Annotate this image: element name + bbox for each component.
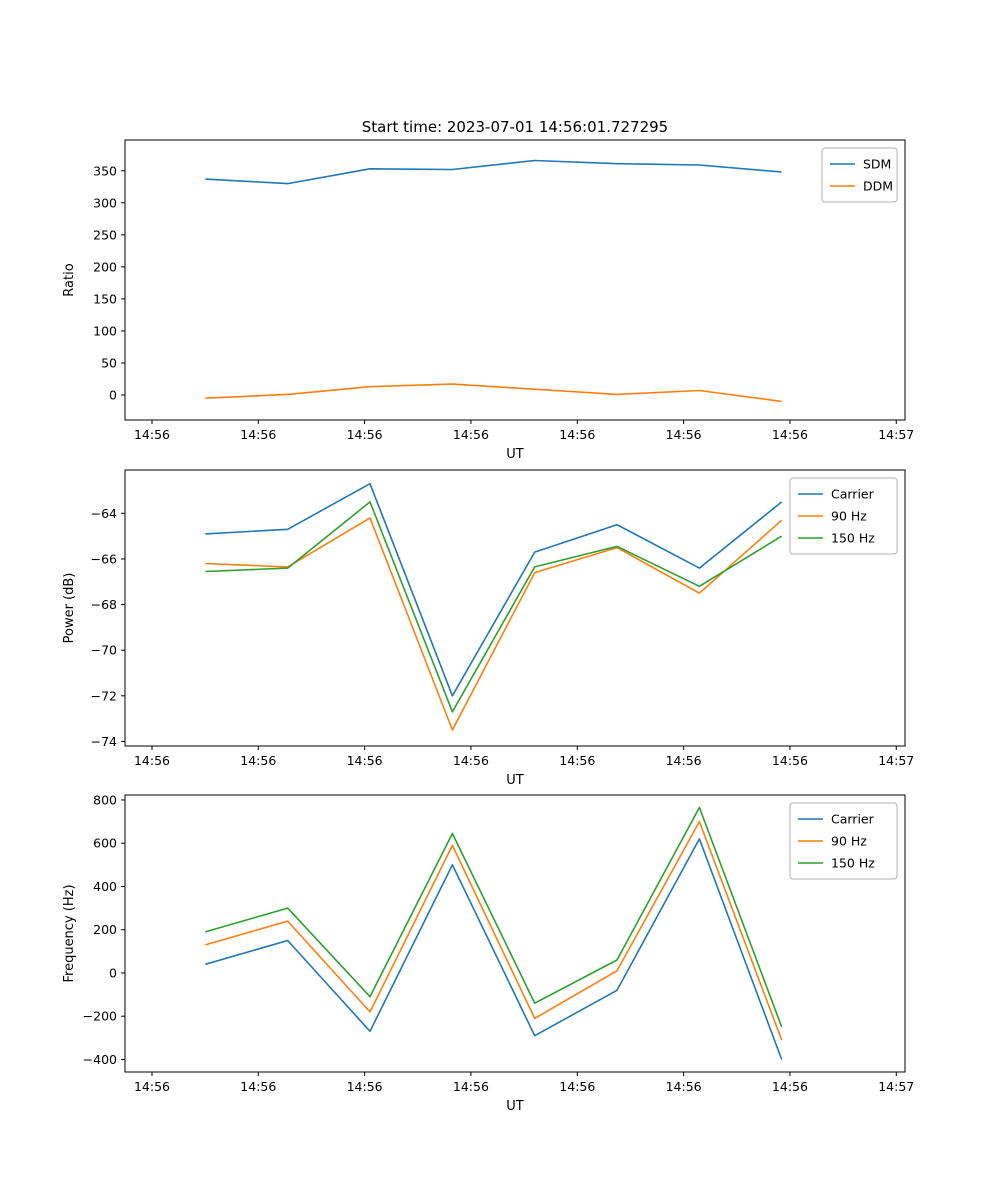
y-axis-label: Ratio [62,263,77,296]
legend: Carrier 90 Hz 150 Hz [789,802,898,880]
y-tick-label: −72 [91,688,117,703]
legend-box [789,477,898,555]
subplot-2: −74 −72 −70 −68 −66 −64 14:56 14:56 14:56 14:56 14… [62,469,914,788]
legend-box [789,802,898,880]
subplots: 0 50 100 150 200 250 300 350 14:56 14:56 14:56 14:5… [62,139,914,1114]
x-tick-label: 14:56 [772,1079,808,1094]
series-line-150-hz [205,806,783,1028]
x-tick-label: 14:56 [240,753,276,768]
x-tick-label: 14:56 [772,753,808,768]
x-tick-label: 14:57 [878,427,914,442]
legend-label: 90 Hz [831,834,867,849]
x-tick-label: 14:56 [347,1079,383,1094]
x-tick-label: 14:57 [878,1079,914,1094]
y-tick-label: 800 [93,792,117,807]
x-tick-label: 14:56 [453,1079,489,1094]
y-axis-label: Power (dB) [62,573,77,644]
x-tick-label: 14:56 [347,427,383,442]
series-line-ddm [205,383,782,403]
y-tick-label: 50 [101,355,117,370]
subplot-1: 0 50 100 150 200 250 300 350 14:56 14:56 14:56 14:5… [62,139,914,462]
x-tick-label: 14:56 [666,427,702,442]
y-tick-label: 300 [93,195,117,210]
x-axis-label: UT [506,1099,524,1114]
y-tick-label: 200 [93,922,117,937]
axes-frame [124,469,906,747]
legend-label: 150 Hz [831,856,875,871]
legend-box [821,147,898,203]
x-tick-label: 14:56 [772,427,808,442]
series-line-150-hz [205,501,783,713]
axes-frame [124,794,906,1073]
series-line-90-hz [205,820,783,1041]
subplot-3: −400 −200 0 200 400 600 800 14:56 14:56 14:56 14:5… [62,792,914,1114]
legend: Carrier 90 Hz 150 Hz [789,477,898,555]
series-line-carrier [205,838,783,1060]
y-tick-label: 400 [93,879,117,894]
y-tick-label: 200 [93,259,117,274]
x-tick-label: 14:56 [453,427,489,442]
legend-label: Carrier [831,487,875,502]
x-tick-label: 14:56 [666,1079,702,1094]
x-axis-label: UT [506,773,524,788]
series-line-90-hz [205,517,783,731]
legend: SDM DDM [821,147,898,203]
y-tick-label: 0 [109,965,117,980]
y-tick-label: 350 [93,163,117,178]
figure-title: Start time: 2023-07-01 14:56:01.727295 [362,118,668,136]
y-tick-label: 150 [93,291,117,306]
legend-label: 90 Hz [831,509,867,524]
x-tick-label: 14:56 [559,427,595,442]
y-tick-label: −64 [91,506,117,521]
x-tick-label: 14:56 [347,753,383,768]
x-axis-label: UT [506,447,524,462]
axes-frame [124,139,906,421]
y-tick-label: −74 [91,734,117,749]
y-tick-label: −68 [91,597,117,612]
y-tick-label: −66 [91,551,117,566]
y-tick-label: −400 [83,1052,117,1067]
x-tick-label: 14:56 [240,427,276,442]
legend-label: 150 Hz [831,531,875,546]
x-tick-label: 14:56 [559,753,595,768]
x-tick-label: 14:56 [559,1079,595,1094]
x-tick-label: 14:56 [453,753,489,768]
x-tick-label: 14:56 [134,753,170,768]
x-tick-label: 14:56 [134,1079,170,1094]
y-tick-label: 600 [93,836,117,851]
legend-label: SDM [863,157,891,172]
legend-label: DDM [863,179,893,194]
series-line-sdm [205,159,782,185]
x-tick-label: 14:56 [240,1079,276,1094]
y-tick-label: −70 [91,643,117,658]
y-axis-label: Frequency (Hz) [62,884,77,982]
y-tick-label: −200 [83,1009,117,1024]
legend-label: Carrier [831,812,875,827]
y-tick-label: 0 [109,388,117,403]
y-tick-label: 250 [93,227,117,242]
series-line-carrier [205,482,783,697]
x-tick-label: 14:57 [878,753,914,768]
x-tick-label: 14:56 [134,427,170,442]
y-tick-label: 100 [93,323,117,338]
x-tick-label: 14:56 [666,753,702,768]
